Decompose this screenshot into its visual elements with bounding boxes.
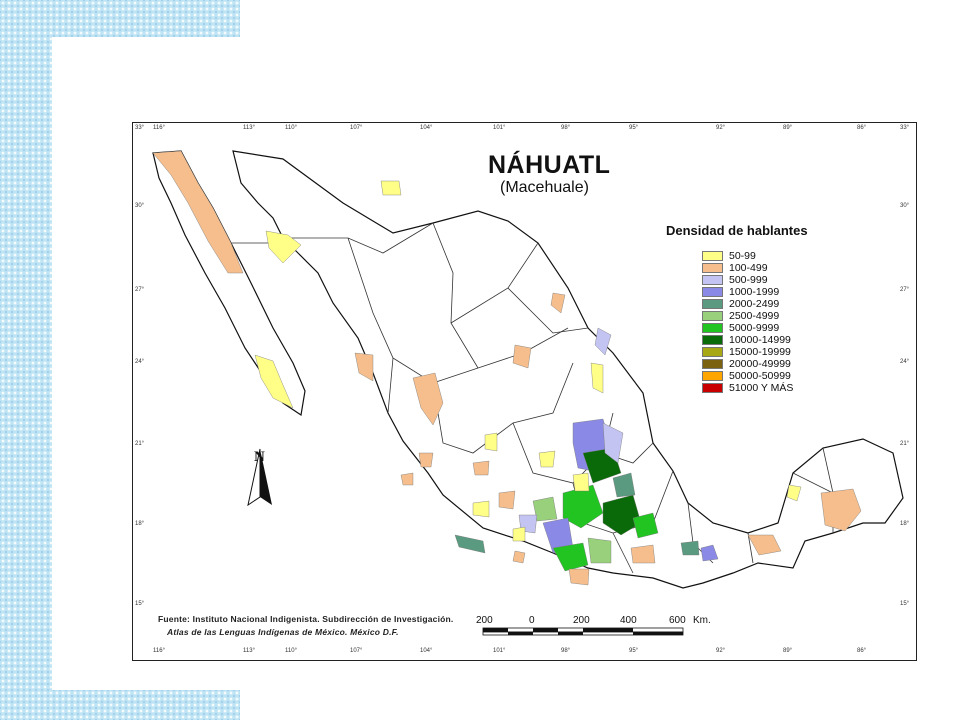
longitude-label-top: 113°: [243, 125, 255, 131]
latitude-label-left: 18°: [135, 521, 145, 527]
longitude-label-top: 107°: [350, 125, 363, 131]
mexico-map: N 200 0 200 400 600 Km.: [152, 150, 904, 636]
scale-label-200: 200: [573, 615, 590, 626]
legend-label: 5000-9999: [729, 322, 780, 334]
longitude-label-top: 86°: [857, 125, 867, 131]
longitude-label-bottom: 86°: [857, 648, 867, 654]
legend-swatch: [702, 287, 723, 297]
scale-label-0: 0: [529, 615, 535, 626]
legend: Densidad de hablantes 50-99 100-499 500-99…: [666, 223, 906, 394]
map-subtitle: (Macehuale): [500, 179, 589, 196]
latitude-label-left: 30°: [135, 203, 145, 209]
legend-label: 1000-1999: [729, 286, 780, 298]
legend-item: 50-99: [702, 250, 906, 262]
latitude-label-left: 15°: [135, 601, 145, 607]
legend-item: 10000-14999: [702, 334, 906, 346]
source-line-2: Atlas de las Lenguas Indígenas de México…: [167, 627, 399, 637]
latitude-label-right: 15°: [900, 601, 910, 607]
legend-swatch: [702, 383, 723, 393]
legend-label: 500-999: [729, 274, 768, 286]
north-label: N: [254, 449, 265, 465]
legend-item: 500-999: [702, 274, 906, 286]
legend-swatch: [702, 263, 723, 273]
legend-item: 1000-1999: [702, 286, 906, 298]
slide: N 200 0 200 400 600 Km. NÁHUATL: [52, 37, 960, 690]
longitude-label-bottom: 116°: [153, 648, 165, 654]
legend-label: 50-99: [729, 250, 756, 262]
map-title: NÁHUATL: [488, 151, 611, 179]
longitude-label-top: 89°: [783, 125, 793, 131]
legend-label: 15000-19999: [729, 346, 791, 358]
legend-label: 51000 Y MÁS: [729, 382, 794, 394]
latitude-label-right: 24°: [900, 359, 910, 365]
legend-swatch: [702, 299, 723, 309]
scale-bar: [482, 627, 684, 636]
longitude-label-bottom: 98°: [561, 648, 571, 654]
legend-swatch: [702, 251, 723, 261]
scale-label-400: 400: [620, 615, 637, 626]
longitude-label-top: 101°: [493, 125, 506, 131]
legend-item: 20000-49999: [702, 358, 906, 370]
longitude-label-bottom: 104°: [420, 648, 433, 654]
legend-label: 2500-4999: [729, 310, 780, 322]
legend-swatch: [702, 323, 723, 333]
latitude-label-left: 33°: [135, 125, 145, 131]
longitude-label-top: 92°: [716, 125, 726, 131]
longitude-label-top: 98°: [561, 125, 571, 131]
longitude-label-bottom: 113°: [243, 648, 255, 654]
longitude-label-bottom: 101°: [493, 648, 506, 654]
longitude-label-bottom: 107°: [350, 648, 363, 654]
latitude-label-right: 30°: [900, 203, 910, 209]
latitude-label-right: 27°: [900, 287, 910, 293]
source-note: Fuente: Instituto Nacional Indigenista. …: [158, 613, 453, 639]
legend-swatch: [702, 335, 723, 345]
scale-unit: Km.: [693, 615, 711, 626]
longitude-label-top: 116°: [153, 125, 165, 131]
longitude-label-top: 104°: [420, 125, 433, 131]
legend-item: 5000-9999: [702, 322, 906, 334]
latitude-label-right: 33°: [900, 125, 910, 131]
latitude-label-right: 21°: [900, 441, 910, 447]
latitude-label-left: 24°: [135, 359, 145, 365]
longitude-label-bottom: 110°: [285, 648, 297, 654]
legend-items: 50-99 100-499 500-999 1000-1999 2000-2499 250…: [666, 250, 906, 394]
density-areas: [152, 150, 862, 586]
legend-item: 2000-2499: [702, 298, 906, 310]
longitude-label-top: 95°: [629, 125, 639, 131]
legend-label: 10000-14999: [729, 334, 791, 346]
legend-label: 2000-2499: [729, 298, 780, 310]
latitude-label-left: 27°: [135, 287, 145, 293]
legend-title: Densidad de hablantes: [666, 223, 808, 238]
legend-item: 15000-19999: [702, 346, 906, 358]
legend-item: 50000-50999: [702, 370, 906, 382]
legend-label: 20000-49999: [729, 358, 791, 370]
map-frame: N 200 0 200 400 600 Km. NÁHUATL: [132, 122, 917, 661]
legend-label: 50000-50999: [729, 370, 791, 382]
legend-item: 2500-4999: [702, 310, 906, 322]
legend-item: 100-499: [702, 262, 906, 274]
latitude-label-left: 21°: [135, 441, 145, 447]
source-line-1: Fuente: Instituto Nacional Indigenista. …: [158, 614, 454, 624]
legend-swatch: [702, 275, 723, 285]
longitude-label-bottom: 95°: [629, 648, 639, 654]
legend-item: 51000 Y MÁS: [702, 382, 906, 394]
north-arrow-icon: [247, 448, 272, 507]
scale-label-200w: 200: [476, 615, 493, 626]
latitude-label-right: 18°: [900, 521, 910, 527]
scale-label-600: 600: [669, 615, 686, 626]
legend-swatch: [702, 347, 723, 357]
longitude-label-top: 110°: [285, 125, 297, 131]
longitude-label-bottom: 92°: [716, 648, 726, 654]
legend-swatch: [702, 359, 723, 369]
longitude-label-bottom: 89°: [783, 648, 793, 654]
legend-swatch: [702, 371, 723, 381]
legend-swatch: [702, 311, 723, 321]
legend-label: 100-499: [729, 262, 768, 274]
